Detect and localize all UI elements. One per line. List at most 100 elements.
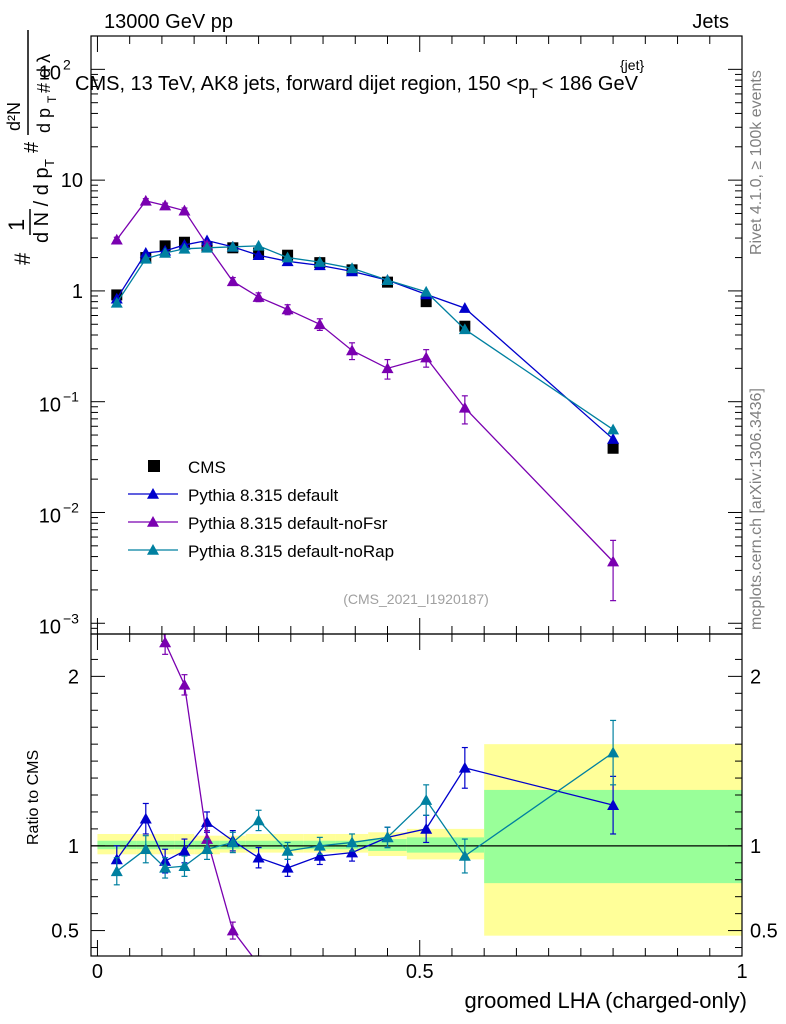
jets-title: Jets xyxy=(692,11,729,33)
ratio-point xyxy=(252,851,265,863)
ratio-bands xyxy=(91,744,742,936)
plot-title: CMS, 13 TeV, AK8 jets, forward dijet reg… xyxy=(75,73,639,101)
mc-point xyxy=(607,433,620,444)
ratio-line-pythia-8-315-default xyxy=(116,767,614,869)
mc-point xyxy=(139,246,152,258)
main-ylabel: # 1 d N / d p T # d²N d p T # d λ xyxy=(4,30,59,265)
mc-point xyxy=(381,274,394,285)
mc-point xyxy=(159,199,172,211)
plot-title-end: < 186 GeV xyxy=(542,73,639,95)
mc-point xyxy=(420,285,433,297)
ratio-point xyxy=(111,475,123,486)
mc-point xyxy=(139,194,152,206)
x-axis-label: groomed LHA (charged-only) xyxy=(465,988,747,1013)
band-green xyxy=(97,840,137,850)
y-tick-label: 10 xyxy=(61,170,83,192)
y-tick-label-exp-power: −1 xyxy=(63,389,79,405)
legend-marker xyxy=(147,544,159,555)
legend: CMS Pythia 8.315 default Pythia 8.315 defa… xyxy=(128,458,394,561)
ratio-point xyxy=(253,958,265,969)
mcplots-label: mcplots.cern.ch [arXiv:1306.3436] xyxy=(748,388,765,630)
legend-label: Pythia 8.315 default-noRap xyxy=(188,542,394,561)
ratio-point xyxy=(458,761,471,773)
ratio-point xyxy=(607,799,620,810)
mc-point xyxy=(458,323,471,335)
ratio-point xyxy=(201,833,214,844)
main-line-pythia-8-315-default xyxy=(116,239,614,440)
plot-title-sub: T xyxy=(529,85,538,101)
mc-point xyxy=(178,204,191,216)
ratio-point xyxy=(281,861,294,873)
ratio-point xyxy=(178,860,191,871)
ylabel-dN: d N / d p xyxy=(31,167,53,243)
y-tick-label-exp-power: −3 xyxy=(63,610,79,626)
ylabel-d2N: d²N xyxy=(4,102,24,131)
ratio-clipped xyxy=(110,475,620,969)
mc-point xyxy=(252,239,265,251)
mc-point xyxy=(201,241,214,253)
legend-marker xyxy=(147,488,159,499)
ratio-point xyxy=(381,831,394,843)
mc-point xyxy=(252,249,265,261)
mc-point xyxy=(607,423,620,435)
ratio-point xyxy=(420,822,433,834)
mc-point xyxy=(226,240,239,252)
ratio-y-tick-label-right: 1 xyxy=(750,836,761,858)
y-tick-label-exp-power: 2 xyxy=(63,56,71,72)
ratio-point xyxy=(110,865,123,877)
y-tick-label-exp: 10 xyxy=(39,505,61,527)
mc-point xyxy=(226,275,239,287)
mc-point xyxy=(420,351,433,363)
mc-point xyxy=(139,252,152,264)
cms-point xyxy=(420,296,432,308)
legend-marker-cms xyxy=(148,460,160,472)
analysis-id: (CMS_2021_I1920187) xyxy=(343,591,489,607)
svg-text:T: T xyxy=(45,95,59,103)
ratio-line-pythia-8-315-default-norap xyxy=(116,752,614,872)
ratio-point xyxy=(607,746,620,758)
ratio-point xyxy=(178,678,191,690)
ratio-point xyxy=(178,844,191,856)
mc-point xyxy=(458,302,471,313)
ratio-point xyxy=(159,636,172,648)
ratio-y-tick-label-right: 2 xyxy=(750,666,761,688)
mc-point xyxy=(281,251,294,263)
ratio-point xyxy=(281,844,294,856)
ratio-ylabel: Ratio to CMS xyxy=(25,750,42,845)
ratio-point xyxy=(226,924,239,936)
ratio-point xyxy=(420,794,433,805)
mc-point xyxy=(110,296,123,308)
ratio-y-tick-label: 0.5 xyxy=(51,921,79,943)
plot-title-main: CMS, 13 TeV, AK8 jets, forward dijet reg… xyxy=(75,73,529,95)
y-tick-label: 1 xyxy=(72,281,83,303)
main-line-pythia-8-315-default-nofsr xyxy=(116,200,614,563)
y-tick-label-exp: 10 xyxy=(39,62,61,84)
main-series-group xyxy=(110,194,620,602)
legend-label: Pythia 8.315 default-noFsr xyxy=(188,514,388,533)
mc-point xyxy=(607,555,620,567)
x-tick-label: 0.5 xyxy=(406,961,434,983)
ratio-point xyxy=(159,861,172,873)
band-green xyxy=(155,840,175,850)
legend-label: CMS xyxy=(188,458,226,477)
mc-point xyxy=(458,401,471,413)
ratio-line-pythia-8-315-default-nofsr xyxy=(163,634,253,956)
ratio-point xyxy=(346,846,359,858)
ratio-point xyxy=(201,816,214,827)
collision-title: 13000 GeV pp xyxy=(104,11,233,33)
ratio-point xyxy=(139,843,152,855)
ratio-point xyxy=(201,843,214,855)
ratio-y-tick-label: 1 xyxy=(68,836,79,858)
mc-point xyxy=(252,291,265,302)
y-tick-label-exp: 10 xyxy=(39,616,61,638)
rivet-label: Rivet 4.1.0, ≥ 100k events xyxy=(748,70,765,255)
mc-point xyxy=(381,362,394,374)
ratio-point xyxy=(313,839,326,851)
ratio-point xyxy=(458,850,471,861)
x-tick-label: 1 xyxy=(736,961,747,983)
mc-point xyxy=(313,318,326,330)
band-green xyxy=(245,840,272,850)
svg-text:# d λ: # d λ xyxy=(34,54,54,93)
